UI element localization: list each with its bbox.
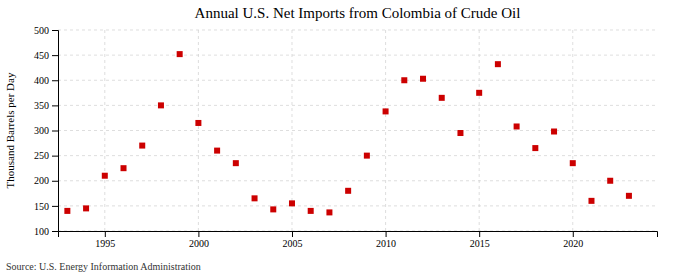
y-tick-mark: [52, 30, 58, 31]
plot-area: 1995 2000 2005 2010 2015 2020 100 150 200 250 300 3…: [34, 25, 658, 249]
source-note: Source: U.S. Energy Information Administ…: [6, 261, 201, 272]
y-tick-mark: [52, 181, 58, 182]
point: [139, 143, 145, 149]
y-tick-label: 250: [34, 150, 49, 161]
point: [626, 193, 632, 199]
point: [588, 198, 594, 204]
point: [252, 195, 258, 201]
x-tick: 2015: [470, 231, 490, 249]
point: [401, 77, 407, 83]
y-tick: 200: [34, 175, 58, 186]
point: [83, 205, 89, 211]
x-tick-mark: [105, 231, 106, 237]
x-tick-mark: [573, 231, 574, 237]
point: [326, 209, 332, 215]
point: [121, 165, 127, 171]
y-tick: 150: [34, 201, 58, 212]
y-grid-line: [58, 205, 657, 206]
title: Annual U.S. Net Imports from Colombia of…: [195, 5, 521, 21]
point: [457, 130, 463, 136]
x-tick-label: 2015: [470, 238, 490, 249]
grid: [58, 30, 657, 231]
point: [570, 160, 576, 166]
x-grid-line: [385, 30, 386, 231]
y-tick-mark: [52, 206, 58, 207]
y-tick-label: 300: [34, 125, 49, 136]
y-grid-line: [58, 80, 657, 81]
y-tick: 400: [34, 75, 58, 86]
y-tick-mark: [52, 105, 58, 106]
y-tick-label: 200: [34, 175, 49, 186]
point: [195, 120, 201, 126]
point: [532, 145, 538, 151]
y-grid-line: [58, 55, 657, 56]
point: [158, 102, 164, 108]
point: [383, 108, 389, 114]
y-grid-line: [58, 180, 657, 181]
y-tick-mark: [52, 55, 58, 56]
x-axis: 1995 2000 2005 2010 2015 2020: [59, 231, 658, 249]
x-tick: 2020: [563, 231, 583, 249]
y-tick-mark: [52, 156, 58, 157]
x-tick-label: 1995: [95, 238, 115, 249]
point: [439, 95, 445, 101]
x-tick-label: 2005: [282, 238, 302, 249]
point: [364, 153, 370, 159]
x-tick-mark: [479, 231, 480, 237]
y-tick: 450: [34, 50, 58, 61]
x-tick-mark: [386, 231, 387, 237]
x-tick-mark: [198, 231, 199, 237]
point: [476, 90, 482, 96]
x-tick: 2000: [189, 231, 209, 249]
y-tick-label: 400: [34, 75, 49, 86]
y-tick: 100: [34, 226, 58, 237]
y-tick-label: 500: [34, 25, 49, 36]
point: [551, 129, 557, 135]
y-tick: 500: [34, 25, 58, 36]
x-tick-label: 2000: [189, 238, 209, 249]
y-axis: 100 150 200 250 300 350 400 450 500: [34, 25, 59, 237]
x-tick: 2010: [376, 231, 396, 249]
point: [233, 160, 239, 166]
y-tick-label: 100: [34, 226, 49, 237]
x-tick-mark: [292, 231, 293, 237]
y-grid-line: [58, 105, 657, 106]
x-axis-line: [59, 232, 658, 238]
y-grid-line: [58, 30, 657, 31]
x-tick: 2005: [282, 231, 302, 249]
y-grid-line: [58, 130, 657, 131]
point: [495, 61, 501, 67]
point: [289, 200, 295, 206]
point: [270, 206, 276, 212]
point: [308, 208, 314, 214]
x-tick-label: 2010: [376, 238, 396, 249]
chart: 1995 2000 2005 2010 2015 2020 100 150 200 250 300 3…: [0, 0, 675, 275]
x-grid-line: [572, 30, 573, 231]
y-tick-label: 150: [34, 201, 49, 212]
y-tick-mark: [52, 131, 58, 132]
y-tick: 300: [34, 125, 58, 136]
y-grid-line: [58, 155, 657, 156]
x-tick: 1995: [95, 231, 115, 249]
y-tick: 250: [34, 150, 58, 161]
point: [214, 148, 220, 154]
y-tick-mark: [52, 80, 58, 81]
point: [102, 173, 108, 179]
y-axis-label: Thousand Barrels per Day: [4, 72, 16, 188]
x-grid-line: [104, 30, 105, 231]
point: [607, 178, 613, 184]
point: [345, 188, 351, 194]
y-axis-line: [52, 31, 59, 232]
y-tick-label: 450: [34, 50, 49, 61]
point: [64, 208, 70, 214]
points: [64, 51, 632, 215]
y-tick: 350: [34, 100, 58, 111]
y-tick-mark: [52, 231, 58, 232]
point: [514, 123, 520, 129]
x-tick-label: 2020: [563, 238, 583, 249]
point: [177, 51, 183, 57]
y-tick-label: 350: [34, 100, 49, 111]
point: [420, 76, 426, 82]
